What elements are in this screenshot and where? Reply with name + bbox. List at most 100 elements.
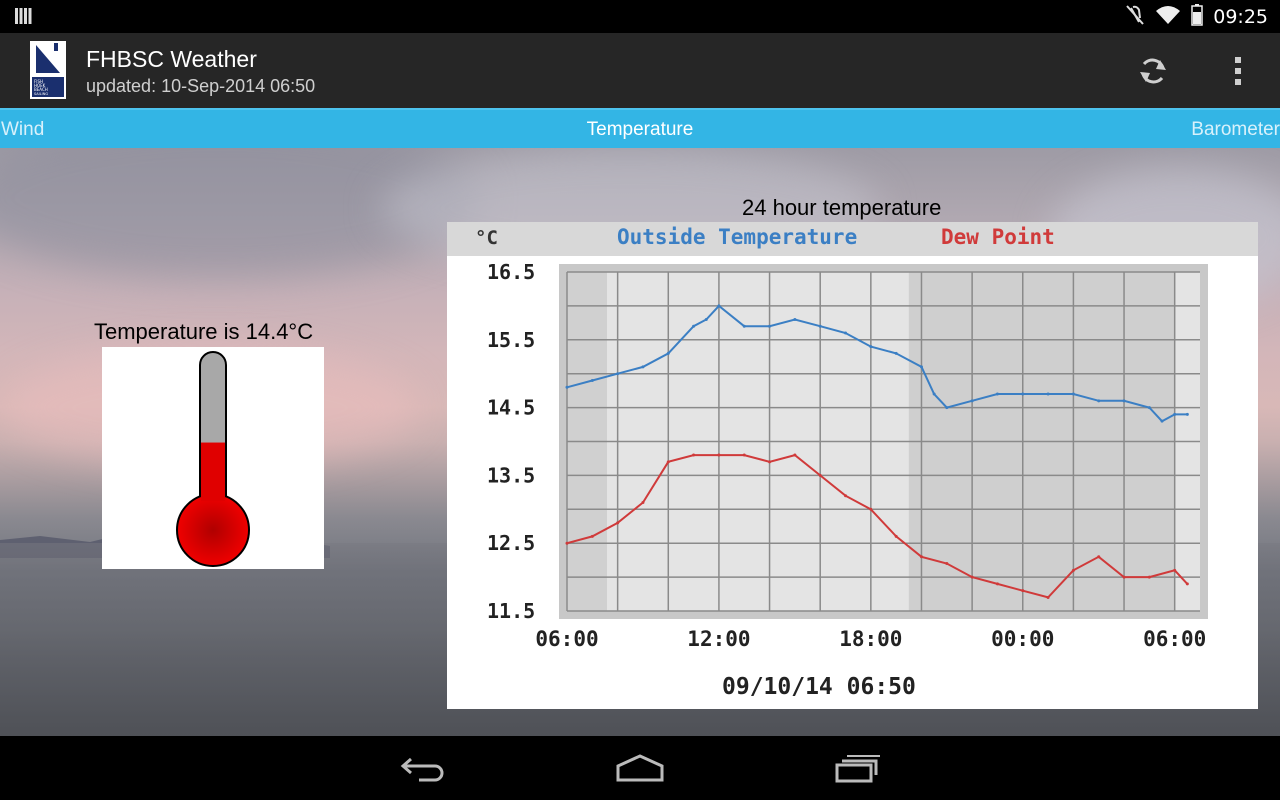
y-tick-label: 12.5 [487,531,535,555]
data-point-outside-temperature [1173,412,1177,416]
overflow-menu-button[interactable] [1214,47,1262,95]
data-point-outside-temperature [692,324,696,328]
data-point-outside-temperature [1147,406,1151,410]
action-bar: FISH HOEK BEACH SAILING FHBSC Weather up… [0,33,1280,108]
series-line-dew-point [566,454,1189,599]
recent-apps-icon [835,755,880,783]
data-point-outside-temperature [666,351,670,355]
data-point-outside-temperature [1097,399,1101,403]
back-icon [400,757,444,782]
data-point-outside-temperature [1021,392,1025,396]
data-point-outside-temperature [742,324,746,328]
x-tick-label: 00:00 [991,627,1054,651]
data-point-outside-temperature [590,378,594,382]
navigation-bar [0,736,1280,800]
x-tick-label: 18:00 [839,627,902,651]
data-point-outside-temperature [869,345,873,349]
data-point-outside-temperature [1071,392,1075,396]
chart-title: 24 hour temperature [742,195,942,220]
data-point-dew-point [844,494,848,498]
refresh-icon [1140,58,1166,84]
data-point-outside-temperature [1122,399,1126,403]
recent-apps-button[interactable] [822,744,892,792]
y-tick-label: 16.5 [487,260,535,284]
data-point-dew-point [666,460,670,464]
content-area: Temperature is 14.4°C 24 hour temperatur… [0,148,1280,736]
data-point-outside-temperature [616,372,620,376]
data-point-outside-temperature [768,324,772,328]
data-point-dew-point [995,582,999,586]
data-point-outside-temperature [1185,412,1189,416]
data-point-dew-point [641,501,645,505]
clock: 09:25 [1213,6,1268,28]
data-point-outside-temperature [919,365,923,369]
y-tick-label: 15.5 [487,328,535,352]
data-point-dew-point [565,541,569,545]
wifi-icon [1155,5,1181,29]
data-point-dew-point [970,575,974,579]
data-point-dew-point [692,453,696,457]
data-point-dew-point [919,555,923,559]
app-logo[interactable]: FISH HOEK BEACH SAILING [30,41,66,99]
refresh-button[interactable] [1129,47,1177,95]
data-point-dew-point [742,453,746,457]
tab-wind[interactable]: Wind [1,119,45,140]
data-point-outside-temperature [565,385,569,389]
status-bar: 09:25 [0,0,1280,33]
data-point-dew-point [768,460,772,464]
x-tick-label: 06:00 [535,627,598,651]
app-title: FHBSC Weather [86,46,257,72]
data-point-dew-point [590,534,594,538]
data-point-dew-point [1185,582,1189,586]
data-point-dew-point [1173,568,1177,572]
overflow-menu-icon [1235,57,1241,85]
x-tick-label: 12:00 [687,627,750,651]
svg-text:FISH: FISH [34,79,43,84]
data-point-dew-point [717,453,721,457]
data-point-dew-point [869,507,873,511]
chart-timestamp: 09/10/14 06:50 [722,674,916,700]
home-icon [616,754,664,782]
data-point-outside-temperature [970,399,974,403]
data-point-outside-temperature [945,406,949,410]
battery-icon [1191,4,1203,30]
data-point-dew-point [818,473,822,477]
svg-text:BEACH: BEACH [34,87,48,92]
data-point-dew-point [945,562,949,566]
y-tick-label: 13.5 [487,463,535,487]
updated-subtitle: updated: 10-Sep-2014 06:50 [86,76,316,96]
y-tick-label: 11.5 [487,599,535,623]
data-point-outside-temperature [818,324,822,328]
data-point-dew-point [894,534,898,538]
mute-icon [1125,4,1145,30]
temperature-chart: °C Outside Temperature Dew Point 16.5 15.… [447,222,1258,709]
thermometer [102,347,324,569]
data-point-dew-point [1021,589,1025,593]
data-point-dew-point [1097,555,1101,559]
tab-strip: Wind Temperature Barometer [0,108,1280,148]
temperature-label: Temperature is 14.4°C [94,319,314,344]
tab-barometer[interactable]: Barometer [1191,119,1280,140]
data-point-outside-temperature [717,304,721,308]
data-point-dew-point [793,453,797,457]
data-point-dew-point [1122,575,1126,579]
x-tick-label: 06:00 [1143,627,1206,651]
y-tick-label: 14.5 [487,396,535,420]
data-point-dew-point [1071,568,1075,572]
data-point-outside-temperature [641,365,645,369]
notification-icon [14,7,32,25]
legend-dew-point: Dew Point [941,225,1055,249]
svg-text:HOEK: HOEK [34,83,46,88]
chart-svg: °C Outside Temperature Dew Point 16.5 15.… [447,222,1258,700]
data-point-outside-temperature [995,392,999,396]
unit-label: °C [475,227,498,249]
back-button[interactable] [389,744,459,792]
data-point-outside-temperature [844,331,848,335]
data-point-dew-point [616,521,620,525]
home-button[interactable] [605,744,675,792]
tab-temperature[interactable]: Temperature [586,119,694,140]
data-point-outside-temperature [1160,419,1164,423]
data-point-dew-point [1046,595,1050,599]
data-point-dew-point [1147,575,1151,579]
legend-outside-temperature: Outside Temperature [617,225,857,249]
